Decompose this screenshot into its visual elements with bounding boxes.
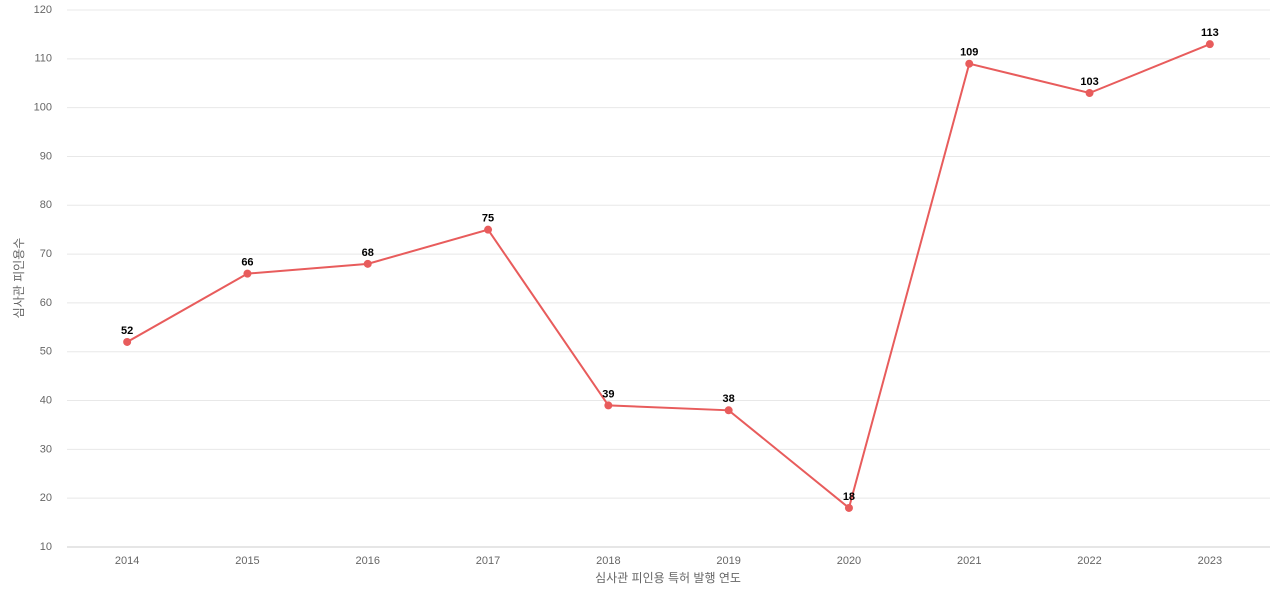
- x-tick-label: 2021: [957, 555, 981, 567]
- data-label: 18: [843, 491, 855, 503]
- line: [126, 43, 1211, 510]
- y-tick-label: 70: [40, 248, 52, 260]
- y-tick-label: 100: [34, 102, 52, 114]
- x-tick-label: 2022: [1077, 555, 1101, 567]
- data-label: 103: [1080, 76, 1098, 88]
- x-tick-label: 2017: [476, 555, 500, 567]
- x-tick-label: 2018: [596, 555, 620, 567]
- data-label: 75: [482, 213, 494, 225]
- point: [1085, 88, 1094, 97]
- data-label: 113: [1201, 27, 1219, 39]
- x-tick-label: 2023: [1198, 555, 1222, 567]
- x-tick-label: 2015: [235, 555, 259, 567]
- y-tick-label: 40: [40, 394, 52, 406]
- y-tick-label: 90: [40, 150, 52, 162]
- point: [123, 337, 132, 346]
- point: [484, 225, 493, 234]
- x-axis-title: 심사관 피인용 특허 발행 연도: [595, 570, 741, 585]
- x-tick-label: 2014: [115, 555, 139, 567]
- data-label: 66: [241, 257, 253, 269]
- y-tick-label: 120: [34, 4, 52, 16]
- point: [965, 59, 974, 68]
- data-label: 109: [960, 47, 978, 59]
- y-axis-title: 심사관 피인용수: [12, 238, 26, 319]
- point: [243, 269, 252, 278]
- y-tick-label: 80: [40, 199, 52, 211]
- point: [724, 406, 733, 415]
- x-tick-label: 2016: [356, 555, 380, 567]
- y-tick-label: 110: [34, 53, 52, 65]
- data-label: 52: [121, 325, 133, 337]
- x-tick-label: 2020: [837, 555, 861, 567]
- y-tick-label: 20: [40, 492, 52, 504]
- point: [1205, 40, 1214, 49]
- data-label: 39: [602, 388, 614, 400]
- data-label: 38: [723, 393, 735, 405]
- y-tick-label: 30: [40, 443, 52, 455]
- point: [844, 503, 853, 512]
- y-tick-label: 50: [40, 346, 52, 358]
- point: [363, 259, 372, 268]
- data-label: 68: [362, 247, 374, 259]
- x-tick-label: 2019: [716, 555, 740, 567]
- y-tick-label: 60: [40, 297, 52, 309]
- point: [604, 401, 613, 410]
- y-tick-label: 10: [40, 541, 52, 553]
